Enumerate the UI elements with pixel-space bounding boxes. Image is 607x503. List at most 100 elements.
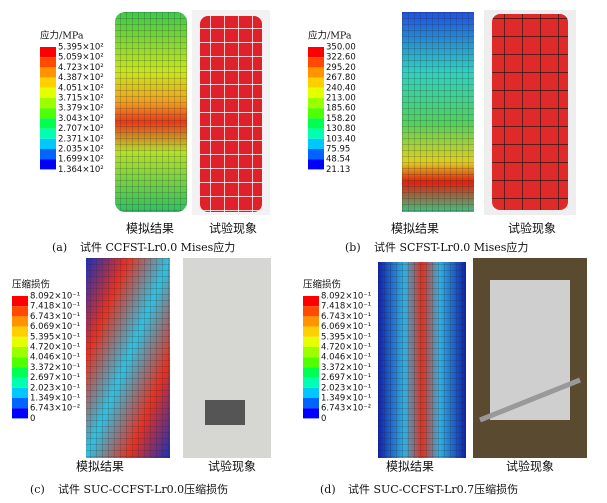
legend-label: 4.387×10²	[58, 73, 104, 83]
legend-label: 6.069×10⁻¹	[321, 322, 371, 332]
caption-tag: (a)	[52, 241, 67, 254]
legend-label: 6.743×10⁻²	[321, 404, 371, 414]
legend-swatch	[303, 387, 319, 398]
legend-label: 4.051×10²	[58, 83, 104, 93]
legend-label: 6.743×10⁻²	[30, 404, 80, 414]
legend-label: 1.349×10⁻¹	[321, 394, 371, 404]
legend-label: 8.092×10⁻¹	[321, 292, 371, 302]
legend-label: 185.60	[326, 104, 356, 114]
legend-title: 应力/MPa	[40, 30, 84, 42]
photo	[473, 258, 587, 458]
image-label: 模拟结果	[391, 222, 439, 236]
photo	[484, 10, 576, 215]
image-label: 模拟结果	[386, 460, 434, 474]
caption: 试件 SUC-CCFST-Lr0.7压缩损伤	[348, 482, 518, 496]
legend-label: 7.418×10⁻¹	[30, 302, 80, 312]
legend-swatch	[12, 347, 28, 358]
legend-title: 压缩损伤	[303, 279, 341, 291]
legend-label: 3.372×10⁻¹	[321, 363, 371, 373]
legend-label: 4.720×10⁻¹	[30, 343, 80, 353]
legend-label: 2.023×10⁻¹	[30, 383, 80, 393]
fem-image	[86, 258, 170, 458]
legend-swatch	[40, 57, 56, 68]
legend-swatch	[40, 47, 56, 58]
legend-label: 5.059×10²	[58, 53, 104, 63]
legend-label: 3.379×10²	[58, 104, 104, 114]
legend-label: 21.13	[326, 165, 350, 175]
caption: 试件 SCFST-Lr0.0 Mises应力	[374, 240, 528, 254]
legend-label: 2.023×10⁻¹	[321, 383, 371, 393]
legend-swatch	[12, 326, 28, 337]
fem-image	[378, 262, 466, 458]
legend-swatch	[40, 77, 56, 88]
legend-swatch	[303, 367, 319, 378]
legend-swatch	[308, 118, 324, 129]
legend-swatch	[303, 316, 319, 327]
legend-swatch	[40, 67, 56, 78]
legend-swatch	[308, 108, 324, 119]
legend-swatch	[303, 357, 319, 368]
legend-label: 2.707×10²	[58, 124, 104, 134]
legend-swatch	[303, 296, 319, 307]
legend-swatch	[308, 138, 324, 149]
legend-label: 4.046×10⁻¹	[30, 353, 80, 363]
legend-label: 103.40	[326, 134, 356, 144]
legend-swatch	[12, 357, 28, 368]
legend-swatch	[308, 128, 324, 139]
legend-swatch	[12, 377, 28, 388]
legend-label: 8.092×10⁻¹	[30, 292, 80, 302]
legend-swatch	[303, 377, 319, 388]
legend-swatch	[303, 398, 319, 409]
legend-swatch	[308, 67, 324, 78]
legend-label: 295.20	[326, 63, 356, 73]
legend-swatch	[40, 87, 56, 98]
legend-label: 1.364×10²	[58, 165, 104, 175]
legend-label: 6.743×10⁻¹	[30, 312, 80, 322]
legend-label: 3.372×10⁻¹	[30, 363, 80, 373]
legend-swatch	[12, 408, 28, 419]
legend-swatch	[308, 47, 324, 58]
legend-swatch	[12, 306, 28, 317]
legend-label: 5.395×10⁻¹	[30, 332, 80, 342]
legend-label: 2.371×10²	[58, 134, 104, 144]
legend-swatch	[12, 387, 28, 398]
legend-label: 240.40	[326, 83, 356, 93]
image-label: 试验现象	[506, 459, 554, 474]
legend-swatch	[308, 159, 324, 170]
legend-label: 2.035×10²	[58, 145, 104, 155]
image-label: 模拟结果	[76, 460, 124, 474]
legend-swatch	[303, 408, 319, 419]
legend-label: 48.54	[326, 155, 350, 165]
legend-label: 158.20	[326, 114, 356, 124]
legend-label: 6.069×10⁻¹	[30, 322, 80, 332]
fem-image	[402, 12, 474, 212]
legend-swatch	[308, 87, 324, 98]
legend-swatch	[40, 149, 56, 160]
legend-swatch	[40, 159, 56, 170]
legend-label: 4.720×10⁻¹	[321, 343, 371, 353]
caption: 试件 SUC-CCFST-Lr0.0压缩损伤	[58, 482, 228, 496]
legend-label: 5.395×10²	[58, 43, 104, 53]
legend-label: 4.723×10²	[58, 63, 104, 73]
legend-label: 75.95	[326, 145, 350, 155]
caption-tag: (d)	[320, 483, 336, 496]
legend-swatch	[308, 98, 324, 109]
photo	[192, 10, 270, 215]
legend-label: 213.00	[326, 94, 356, 104]
legend-swatch	[303, 347, 319, 358]
legend-label: 0	[30, 414, 35, 424]
legend-label: 350.00	[326, 43, 356, 53]
legend-label: 7.418×10⁻¹	[321, 302, 371, 312]
legend-swatch	[40, 98, 56, 109]
caption: 试件 CCFST-Lr0.0 Mises应力	[80, 240, 235, 254]
legend-label: 322.60	[326, 53, 356, 63]
legend-label: 0	[321, 414, 326, 424]
photo	[183, 258, 271, 458]
legend-label: 4.046×10⁻¹	[321, 353, 371, 363]
legend-label: 6.743×10⁻¹	[321, 312, 371, 322]
legend-swatch	[12, 336, 28, 347]
legend-swatch	[40, 118, 56, 129]
legend-swatch	[308, 57, 324, 68]
legend-label: 2.697×10⁻¹	[321, 373, 371, 383]
image-label: 模拟结果	[126, 222, 174, 236]
